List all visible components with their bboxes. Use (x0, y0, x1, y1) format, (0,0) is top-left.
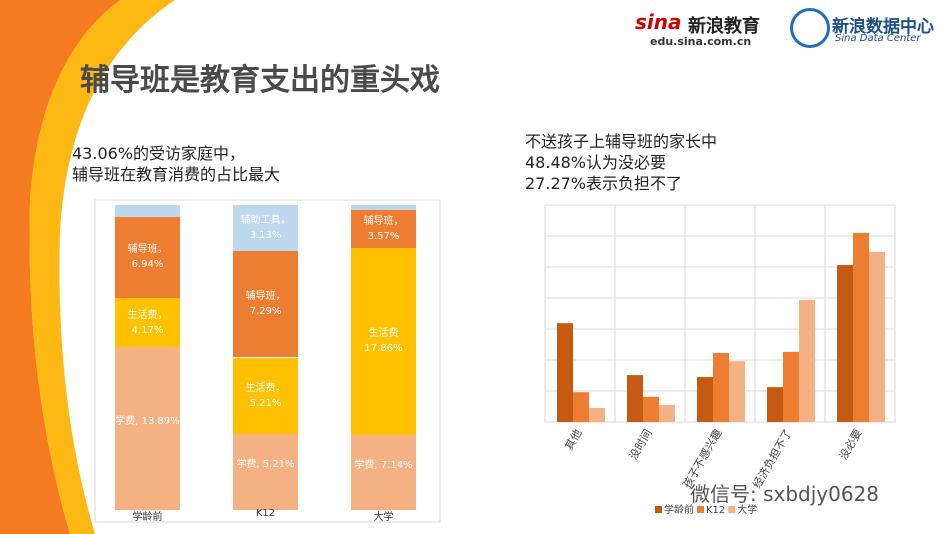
swoosh (0, 0, 120, 534)
left-frame (94, 199, 441, 523)
logo2: 新浪数据中心 (832, 17, 934, 37)
bar-segment: 辅导班， 7.29% (233, 250, 298, 358)
logo1-url: edu.sina.com.cn (650, 35, 752, 48)
legend-swatch (697, 506, 704, 513)
bar-segment: 学费, 5.21% (233, 433, 298, 510)
bar (573, 392, 589, 422)
data-label: 辅导班， 6.94% (127, 244, 168, 271)
data-label: 学费, 5.21% (236, 458, 295, 470)
x-tick-label: 没必要 (837, 427, 865, 462)
note: 27.27%表示负担不了 (525, 174, 683, 193)
x-tick-label: 没时间 (627, 427, 655, 462)
bar (557, 323, 573, 422)
note: 不送孩子上辅导班的家长中 (525, 132, 718, 151)
data-label: 生活费 17.86% (364, 328, 403, 355)
bar-segment (115, 205, 180, 217)
data-label: 辅导班， 7.29% (245, 291, 286, 318)
bar-segment: 辅助工具， 3.13% (233, 205, 298, 251)
legend-label: 学龄前 (664, 503, 694, 516)
data-label: 辅助工具， 3.13% (240, 214, 291, 241)
bar-segment: 学费, 13.89% (115, 347, 180, 510)
bar-segment: 辅导班， 6.94% (115, 216, 180, 299)
bar (659, 404, 675, 422)
logo-brand: sina (635, 10, 682, 34)
data-label: 生活费， 5.21% (245, 382, 286, 409)
x-tick-label: K12 (255, 508, 276, 519)
bar (783, 351, 799, 422)
bar (799, 299, 815, 422)
bar (869, 251, 885, 422)
logo2-icon (790, 8, 830, 48)
bar-segment: 学费, 7.14% (351, 435, 416, 510)
title: 辅导班是教育支出的重头戏 (80, 63, 440, 98)
legend-swatch (728, 506, 736, 513)
bar-segment: 生活费， 5.21% (233, 357, 298, 434)
data-label: 学费, 13.89% (115, 415, 180, 427)
x-tick-label: 大学 (373, 512, 394, 523)
x-tick-label: 学龄前 (132, 512, 163, 523)
bar (697, 377, 713, 422)
note: 48.48%认为没必要 (525, 153, 667, 172)
bar-segment: 生活费， 4.17% (115, 298, 180, 348)
bar (643, 396, 659, 422)
data-label: 辅导班， 3.57% (363, 215, 404, 242)
logo2-sub: Sina Data Center (835, 33, 921, 44)
data-label: 生活费， 4.17% (127, 309, 168, 336)
note: 辅导班在教育消费的占比最大 (72, 165, 281, 184)
data-label: 学费, 7.14% (354, 459, 413, 471)
watermark: 微信号: sxbdjy0628 (690, 482, 880, 506)
bar (627, 375, 643, 422)
legend-label: K12 (706, 505, 725, 516)
bar (837, 265, 853, 422)
legend-swatch (655, 506, 662, 513)
note: 43.06%的受访家庭中， (72, 144, 246, 163)
x-tick-label: 其他 (562, 427, 584, 453)
bar-segment (351, 205, 416, 211)
bar-segment: 辅导班， 3.57% (351, 210, 416, 248)
bar (713, 353, 729, 422)
bar-segment: 生活费 17.86% (351, 247, 416, 436)
bar (589, 408, 605, 422)
bar (729, 361, 745, 422)
bar (767, 387, 783, 422)
swoosh-light (29, 0, 175, 534)
logo1: 新浪教育 (688, 16, 760, 37)
bar (853, 232, 869, 422)
legend-label: 大学 (737, 503, 757, 516)
